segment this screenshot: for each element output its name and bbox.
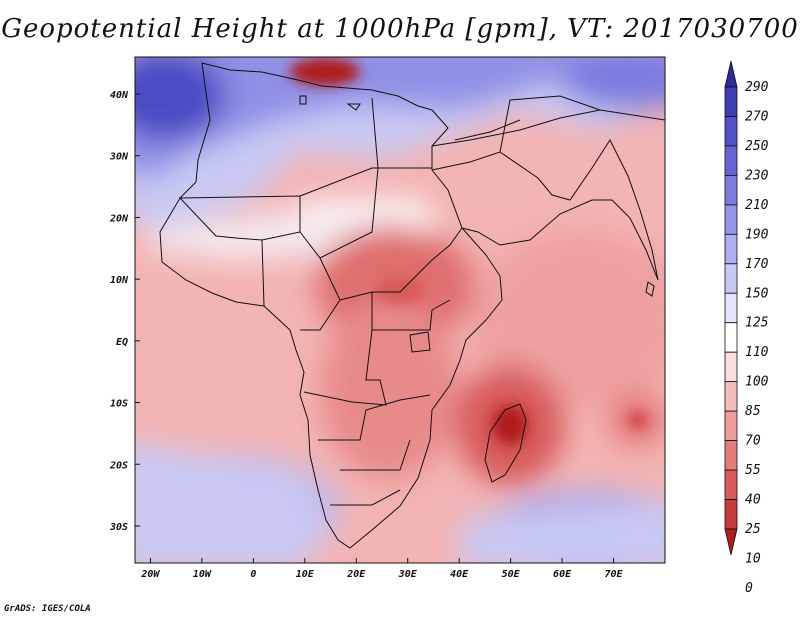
lon-tick-label: 20W — [140, 569, 160, 580]
colorbar-label: 270 — [745, 109, 769, 124]
lon-tick-label: 0 — [250, 569, 256, 580]
colorbar-label: 125 — [745, 316, 769, 331]
latitude-axis: 40N 30N 20N 10N EQ 10S 20S 30S — [109, 90, 140, 533]
colorbar-label: 250 — [745, 139, 769, 154]
colorbar-swatch — [724, 440, 738, 471]
colorbar: 2902702502302101901701501251101008570554… — [724, 60, 769, 596]
lat-tick-label: 40N — [110, 90, 129, 101]
colorbar-label: 190 — [745, 227, 769, 242]
colorbar-swatch — [724, 263, 738, 294]
lat-tick-label: 10S — [110, 399, 128, 410]
colorbar-swatch — [724, 410, 738, 441]
lat-tick-label: 20N — [109, 213, 129, 224]
map-frame — [134, 56, 666, 564]
colorbar-label: 290 — [745, 80, 769, 95]
map-title: Geopotential Height at 1000hPa [gpm], VT… — [1, 14, 799, 44]
colorbar-swatch — [724, 351, 738, 383]
height-field — [135, 57, 665, 563]
colorbar-swatch — [724, 499, 738, 530]
lon-tick-label: 60E — [553, 569, 572, 580]
credit-label: GrADS: IGES/COLA — [4, 604, 91, 614]
colorbar-label: 25 — [745, 522, 761, 537]
colorbar-swatch — [724, 204, 738, 235]
colorbar-label: 150 — [745, 286, 769, 301]
colorbar-swatch — [724, 322, 738, 353]
colorbar-label: 10 — [745, 551, 761, 566]
lon-tick-label: 50E — [502, 569, 521, 580]
lon-tick-label: 30E — [398, 569, 418, 580]
colorbar-swatch — [724, 233, 738, 265]
colorbar-label: 230 — [745, 168, 769, 183]
colorbar-top-arrow — [724, 60, 738, 88]
lon-tick-label: 10W — [193, 569, 212, 580]
colorbar-swatch — [724, 86, 738, 117]
colorbar-label: 85 — [745, 404, 761, 419]
colorbar-swatch — [724, 381, 738, 412]
colorbar-swatch — [724, 145, 738, 176]
colorbar-swatch — [724, 292, 738, 324]
longitude-axis: 20W 10W 0 10E 20E 30E 40E 50E 60E 70E — [140, 558, 624, 580]
lon-tick-label: 20E — [346, 569, 366, 580]
lon-tick-label: 40E — [450, 569, 469, 580]
lat-tick-label: 20S — [109, 460, 128, 471]
colorbar-label: 0 — [745, 581, 753, 596]
lat-tick-label: EQ — [116, 337, 128, 348]
colorbar-label: 55 — [745, 463, 761, 478]
colorbar-bottom-arrow — [724, 528, 738, 556]
lat-tick-label: 30S — [109, 522, 128, 533]
colorbar-label: 40 — [745, 493, 761, 508]
lat-tick-label: 30N — [109, 152, 129, 163]
lon-tick-label: 70E — [605, 569, 624, 580]
colorbar-label: 110 — [745, 345, 769, 360]
colorbar-label: 70 — [745, 434, 761, 449]
lat-tick-label: 10N — [110, 275, 129, 286]
colorbar-swatch — [724, 116, 738, 147]
colorbar-label: 170 — [745, 257, 769, 272]
colorbar-label: 210 — [745, 198, 769, 213]
colorbar-swatch — [724, 469, 738, 500]
coastlines — [159, 62, 665, 549]
lon-tick-label: 10E — [296, 569, 315, 580]
colorbar-label: 100 — [745, 375, 769, 390]
colorbar-swatch — [724, 174, 738, 206]
